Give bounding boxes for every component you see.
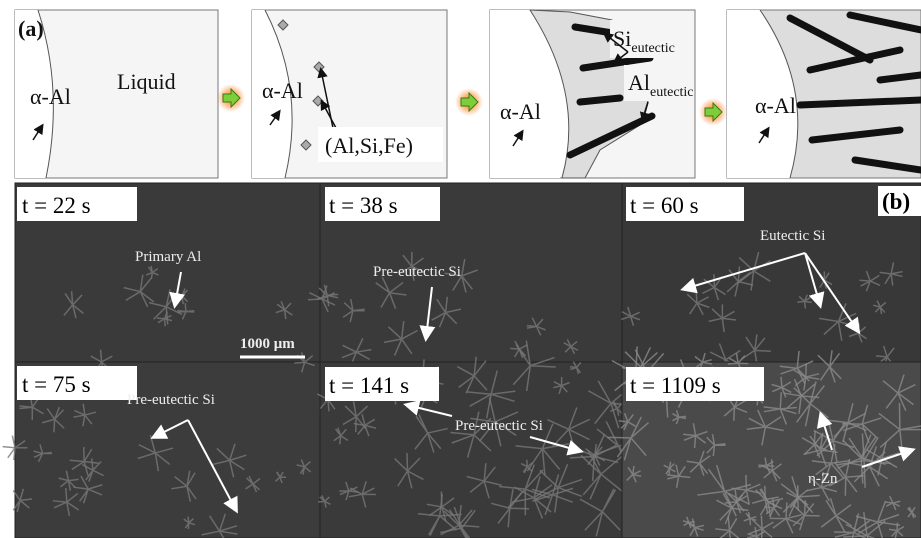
step-arrow (455, 88, 483, 116)
phase-label: α-Al (262, 78, 303, 103)
panel-label: (a) (18, 16, 44, 41)
time-label: t = 141 s (329, 373, 409, 398)
schematic-2: α-Al (Al,Si,Fe) (252, 10, 447, 178)
schematic-3: α-Al Sieutectic Aleutectic (490, 10, 695, 178)
panel-label: (b) (882, 189, 910, 214)
annotation: Pre-eutectic Si (373, 264, 461, 280)
phase-label: Liquid (117, 69, 176, 94)
annotation: Primary Al (135, 249, 201, 265)
time-label: t = 38 s (329, 193, 398, 218)
time-label: t = 60 s (630, 193, 699, 218)
phase-label: α-Al (30, 84, 71, 109)
annotation: η-Zn (808, 471, 838, 487)
annotation: Pre-eutectic Si (455, 418, 543, 434)
time-label: t = 1109 s (630, 373, 721, 398)
figure: (a) α-Al Liquid α-Al (Al,Si,Fe) α-Al Sie… (0, 0, 921, 538)
phase-label: α-Al (755, 93, 796, 118)
step-arrow (217, 84, 245, 112)
time-label: t = 75 s (22, 372, 91, 397)
phase-label: (Al,Si,Fe) (325, 133, 413, 158)
annotation: Eutectic Si (760, 228, 825, 244)
schematic-1: (a) α-Al Liquid (15, 10, 218, 178)
schematic-4: α-Al (727, 10, 921, 178)
phase-label: α-Al (500, 99, 541, 124)
scale-bar-label: 1000 μm (240, 336, 295, 352)
time-label: t = 22 s (22, 193, 91, 218)
annotation: Pre-eutectic Si (127, 392, 215, 408)
step-arrow (699, 98, 727, 126)
